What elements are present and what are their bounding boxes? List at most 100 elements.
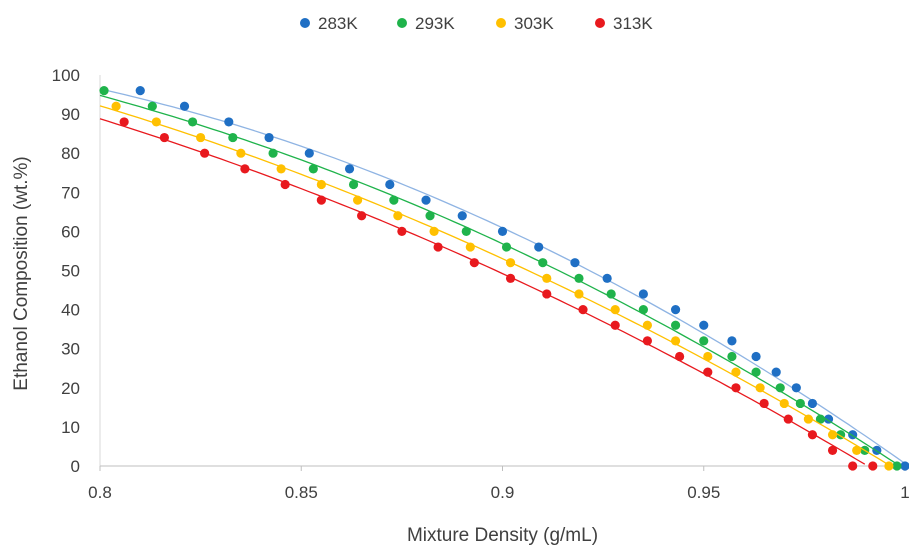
data-point bbox=[848, 461, 858, 471]
data-point bbox=[316, 195, 326, 205]
data-point bbox=[795, 398, 805, 409]
data-point bbox=[578, 305, 588, 315]
data-point bbox=[268, 148, 278, 158]
data-point bbox=[779, 398, 789, 409]
x-tick-label: 0.85 bbox=[285, 483, 318, 502]
legend-label: 293K bbox=[415, 14, 455, 33]
data-point bbox=[827, 430, 838, 440]
x-tick-label: 0.95 bbox=[687, 483, 720, 502]
data-point bbox=[775, 383, 785, 393]
data-point bbox=[783, 414, 793, 424]
data-point bbox=[675, 351, 685, 362]
data-point bbox=[111, 101, 121, 111]
data-point bbox=[304, 148, 314, 158]
data-point bbox=[151, 117, 161, 127]
data-point bbox=[852, 445, 862, 455]
data-point bbox=[228, 132, 238, 143]
data-point bbox=[159, 132, 169, 143]
trendline-303K bbox=[99, 105, 890, 466]
data-point bbox=[807, 398, 818, 409]
legend-marker bbox=[595, 18, 605, 28]
data-point bbox=[280, 179, 290, 190]
data-point bbox=[461, 226, 471, 236]
data-point bbox=[699, 336, 709, 346]
data-point bbox=[638, 289, 648, 299]
data-point bbox=[534, 242, 544, 252]
y-tick-label: 30 bbox=[61, 340, 80, 359]
data-point bbox=[699, 320, 709, 330]
data-point bbox=[385, 179, 395, 190]
data-point bbox=[433, 242, 443, 252]
legend-label: 303K bbox=[514, 14, 554, 33]
data-point bbox=[224, 117, 234, 127]
y-tick-label: 100 bbox=[52, 66, 80, 85]
data-point bbox=[119, 117, 129, 127]
x-axis: 0.8 0.85 0.9 0.95 1 bbox=[88, 465, 909, 502]
data-point bbox=[501, 242, 512, 252]
data-point bbox=[357, 211, 367, 221]
data-point bbox=[421, 195, 431, 205]
series-293K bbox=[99, 86, 902, 471]
data-point bbox=[703, 367, 713, 377]
legend-entry-283K: 283K bbox=[300, 14, 358, 33]
data-point bbox=[187, 117, 198, 127]
data-point bbox=[99, 86, 109, 96]
data-point bbox=[397, 226, 407, 236]
data-point bbox=[425, 211, 435, 221]
data-point bbox=[574, 273, 584, 283]
data-point bbox=[574, 289, 584, 299]
data-point bbox=[389, 195, 399, 205]
series-303K bbox=[99, 101, 894, 471]
data-point bbox=[670, 305, 681, 315]
data-point bbox=[868, 461, 878, 471]
data-point bbox=[179, 101, 190, 111]
data-point bbox=[542, 289, 552, 299]
data-point bbox=[538, 258, 548, 268]
data-point bbox=[429, 226, 439, 236]
data-point bbox=[884, 461, 894, 471]
data-point bbox=[353, 195, 363, 205]
data-point bbox=[731, 383, 741, 393]
data-point bbox=[457, 211, 467, 221]
data-point bbox=[236, 148, 246, 158]
data-point bbox=[348, 179, 359, 190]
x-tick-label: 0.9 bbox=[491, 483, 515, 502]
data-point bbox=[771, 367, 781, 377]
data-point bbox=[731, 367, 741, 377]
legend-label: 313K bbox=[613, 14, 653, 33]
legend-entry-303K: 303K bbox=[496, 14, 554, 33]
data-point bbox=[759, 398, 769, 409]
series-313K bbox=[99, 117, 878, 471]
data-point bbox=[892, 461, 902, 471]
data-point bbox=[791, 383, 801, 393]
series-283K bbox=[99, 86, 909, 471]
data-point bbox=[505, 273, 516, 283]
data-point bbox=[670, 320, 681, 330]
x-axis-title: Mixture Density (g/mL) bbox=[407, 525, 598, 546]
data-point bbox=[570, 258, 580, 268]
x-tick-label: 1 bbox=[900, 483, 909, 502]
data-point bbox=[642, 320, 653, 330]
y-tick-label: 90 bbox=[61, 105, 80, 124]
data-point bbox=[505, 258, 516, 268]
data-point bbox=[602, 273, 612, 283]
data-point bbox=[135, 86, 145, 96]
y-tick-label: 0 bbox=[71, 457, 80, 476]
data-point bbox=[316, 179, 326, 190]
data-point bbox=[751, 367, 761, 377]
data-point bbox=[727, 336, 737, 346]
data-point bbox=[803, 414, 814, 424]
data-point bbox=[147, 101, 157, 111]
data-point bbox=[497, 226, 508, 236]
trendline-313K bbox=[99, 118, 866, 465]
data-point bbox=[465, 242, 475, 252]
legend-marker bbox=[300, 18, 310, 28]
data-point bbox=[264, 132, 274, 143]
x-tick-label: 0.8 bbox=[88, 483, 112, 502]
y-tick-label: 20 bbox=[61, 379, 80, 398]
y-tick-label: 80 bbox=[61, 144, 80, 163]
y-tick-label: 60 bbox=[61, 222, 80, 241]
legend-label: 283K bbox=[318, 14, 358, 33]
y-tick-label: 70 bbox=[61, 183, 80, 202]
